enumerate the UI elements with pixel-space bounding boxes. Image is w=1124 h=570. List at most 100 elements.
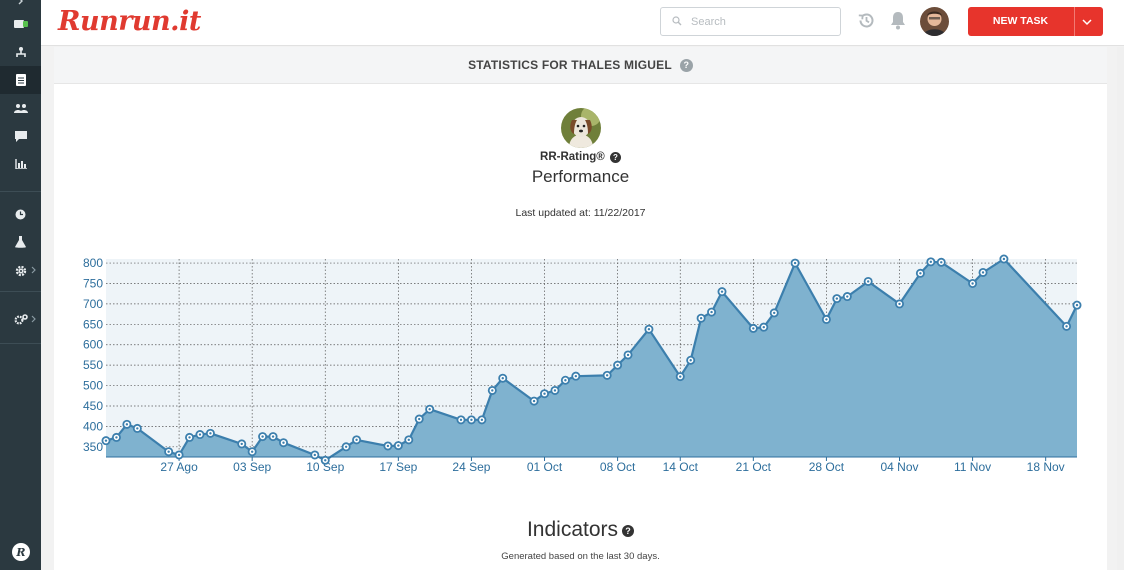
chart-data-point-center — [418, 417, 421, 421]
chart-data-point-center — [616, 363, 619, 367]
chart-data-point-center — [564, 379, 567, 382]
chart-x-tick-label: 04 Nov — [880, 460, 918, 474]
chart-data-point-center — [386, 444, 390, 448]
clock-icon — [15, 209, 26, 219]
chart-y-tick-label: 500 — [83, 379, 103, 393]
chart-data-point-center — [167, 450, 170, 453]
chart-data-point-center — [1002, 257, 1006, 261]
org-icon — [15, 47, 26, 57]
sidebar-item-chat[interactable] — [0, 122, 41, 150]
rr-rating-label: RR-Rating® ? — [54, 151, 1107, 163]
chart-data-point-center — [491, 389, 494, 392]
sidebar-item-lab[interactable] — [0, 228, 41, 256]
chart-y-tick-label: 550 — [83, 358, 103, 372]
new-task-button[interactable]: NEW TASK — [968, 7, 1103, 36]
chart-data-point-center — [647, 328, 651, 331]
sidebar-expand[interactable] — [0, 0, 41, 11]
chart-y-tick-label: 350 — [83, 440, 103, 454]
chart-data-point-center — [532, 399, 536, 403]
new-task-label[interactable]: NEW TASK — [992, 15, 1049, 27]
chart-x-tick-label: 21 Oct — [736, 460, 772, 474]
chart-data-point-center — [699, 316, 703, 320]
sidebar-item-org[interactable] — [0, 38, 41, 66]
scrollbar[interactable] — [1117, 47, 1124, 570]
bell-icon[interactable] — [890, 11, 906, 30]
sidebar-item-integrations[interactable] — [0, 306, 41, 334]
chart-data-point-center — [793, 261, 797, 265]
user-avatar[interactable] — [920, 7, 949, 36]
performance-chart: 350 400 450 500 550 600 650 700 750 800 27 Ago 03 S… — [83, 254, 1082, 474]
search-box[interactable] — [660, 7, 841, 36]
page-title-bar: STATISTICS FOR THALES MIGUEL? — [54, 47, 1107, 84]
chevron-down-icon[interactable] — [1081, 16, 1093, 28]
chart-data-point-center — [543, 392, 546, 395]
chart-data-point-center — [919, 272, 922, 275]
help-icon[interactable]: ? — [622, 525, 635, 537]
help-icon[interactable]: ? — [609, 152, 621, 163]
runrun-logo-icon: R — [11, 543, 30, 561]
chart-data-point-center — [344, 445, 348, 448]
last-updated-text: Last updated at: 11/22/2017 — [515, 207, 646, 219]
chart-data-point-center — [605, 374, 609, 377]
chart-data-point-center — [261, 435, 264, 438]
chart-data-point-center — [679, 375, 682, 378]
sidebar-item-reports[interactable] — [0, 66, 41, 94]
dog-photo-icon — [561, 108, 601, 148]
chart-data-point-center — [626, 353, 630, 357]
chart-data-point-center — [240, 442, 243, 446]
sidebar-item-timer[interactable] — [0, 10, 41, 38]
chart-data-point-center — [282, 441, 285, 444]
chart-data-point-center — [271, 435, 275, 438]
chevron-right-icon — [18, 0, 23, 5]
profile-avatar — [561, 108, 601, 148]
chart-x-tick-label: 28 Oct — [809, 460, 845, 474]
chart-data-point-center — [929, 260, 933, 264]
app-logo[interactable]: Runrun.it — [58, 6, 201, 37]
svg-text:R: R — [15, 546, 25, 559]
chart-data-point-center — [689, 359, 692, 362]
chart-data-point-center — [198, 433, 202, 436]
chart-data-point-center — [898, 302, 901, 306]
page-title: STATISTICS FOR THALES MIGUEL — [468, 58, 672, 72]
document-icon — [15, 74, 26, 86]
chart-data-point-center — [762, 325, 765, 329]
help-icon[interactable]: ? — [679, 59, 693, 73]
chart-data-point-center — [773, 311, 776, 315]
chart-y-tick-label: 750 — [83, 276, 103, 290]
top-header: Runrun.it NEW TASK — [41, 0, 1124, 46]
chart-data-point-center — [710, 310, 713, 314]
sidebar-logo[interactable]: R — [0, 538, 41, 566]
sidebar-item-settings[interactable] — [0, 257, 41, 285]
gear-icon — [15, 265, 26, 277]
indicators-heading: Indicators? — [54, 518, 1107, 542]
chart-data-point-center — [846, 295, 849, 298]
sidebar-item-time[interactable] — [0, 200, 41, 228]
chevron-right-icon — [31, 266, 36, 274]
chart-data-point-center — [1075, 303, 1079, 307]
chart-data-point-center — [459, 418, 463, 422]
chart-y-tick-label: 650 — [83, 317, 103, 331]
chart-data-point-center — [188, 436, 191, 439]
sidebar-item-team[interactable] — [0, 94, 41, 122]
chart-data-point-center — [136, 427, 139, 430]
chart-data-point-center — [125, 423, 129, 426]
sidebar: R — [0, 0, 41, 570]
chart-x-tick-label: 01 Oct — [527, 460, 563, 474]
statistics-panel: RR-Rating® ? Performance Last updated at… — [54, 84, 1107, 570]
user-photo-icon — [920, 7, 949, 36]
chart-data-point-center — [470, 418, 473, 422]
sidebar-item-stats[interactable] — [0, 150, 41, 178]
chart-x-tick-label: 08 Oct — [600, 460, 636, 474]
toggle-icon — [13, 20, 28, 28]
chart-data-point-center — [501, 377, 504, 380]
chart-data-point-center — [355, 438, 358, 442]
chart-x-tick-label: 14 Oct — [663, 460, 699, 474]
chart-data-point-center — [397, 444, 400, 447]
chart-x-tick-label: 17 Sep — [379, 460, 417, 474]
history-icon[interactable] — [857, 11, 876, 30]
chart-data-point-center — [981, 271, 985, 274]
chart-data-point-center — [250, 450, 254, 453]
chart-data-point-center — [115, 436, 118, 439]
chart-x-tick-label: 24 Sep — [452, 460, 490, 474]
search-input[interactable] — [691, 14, 831, 30]
